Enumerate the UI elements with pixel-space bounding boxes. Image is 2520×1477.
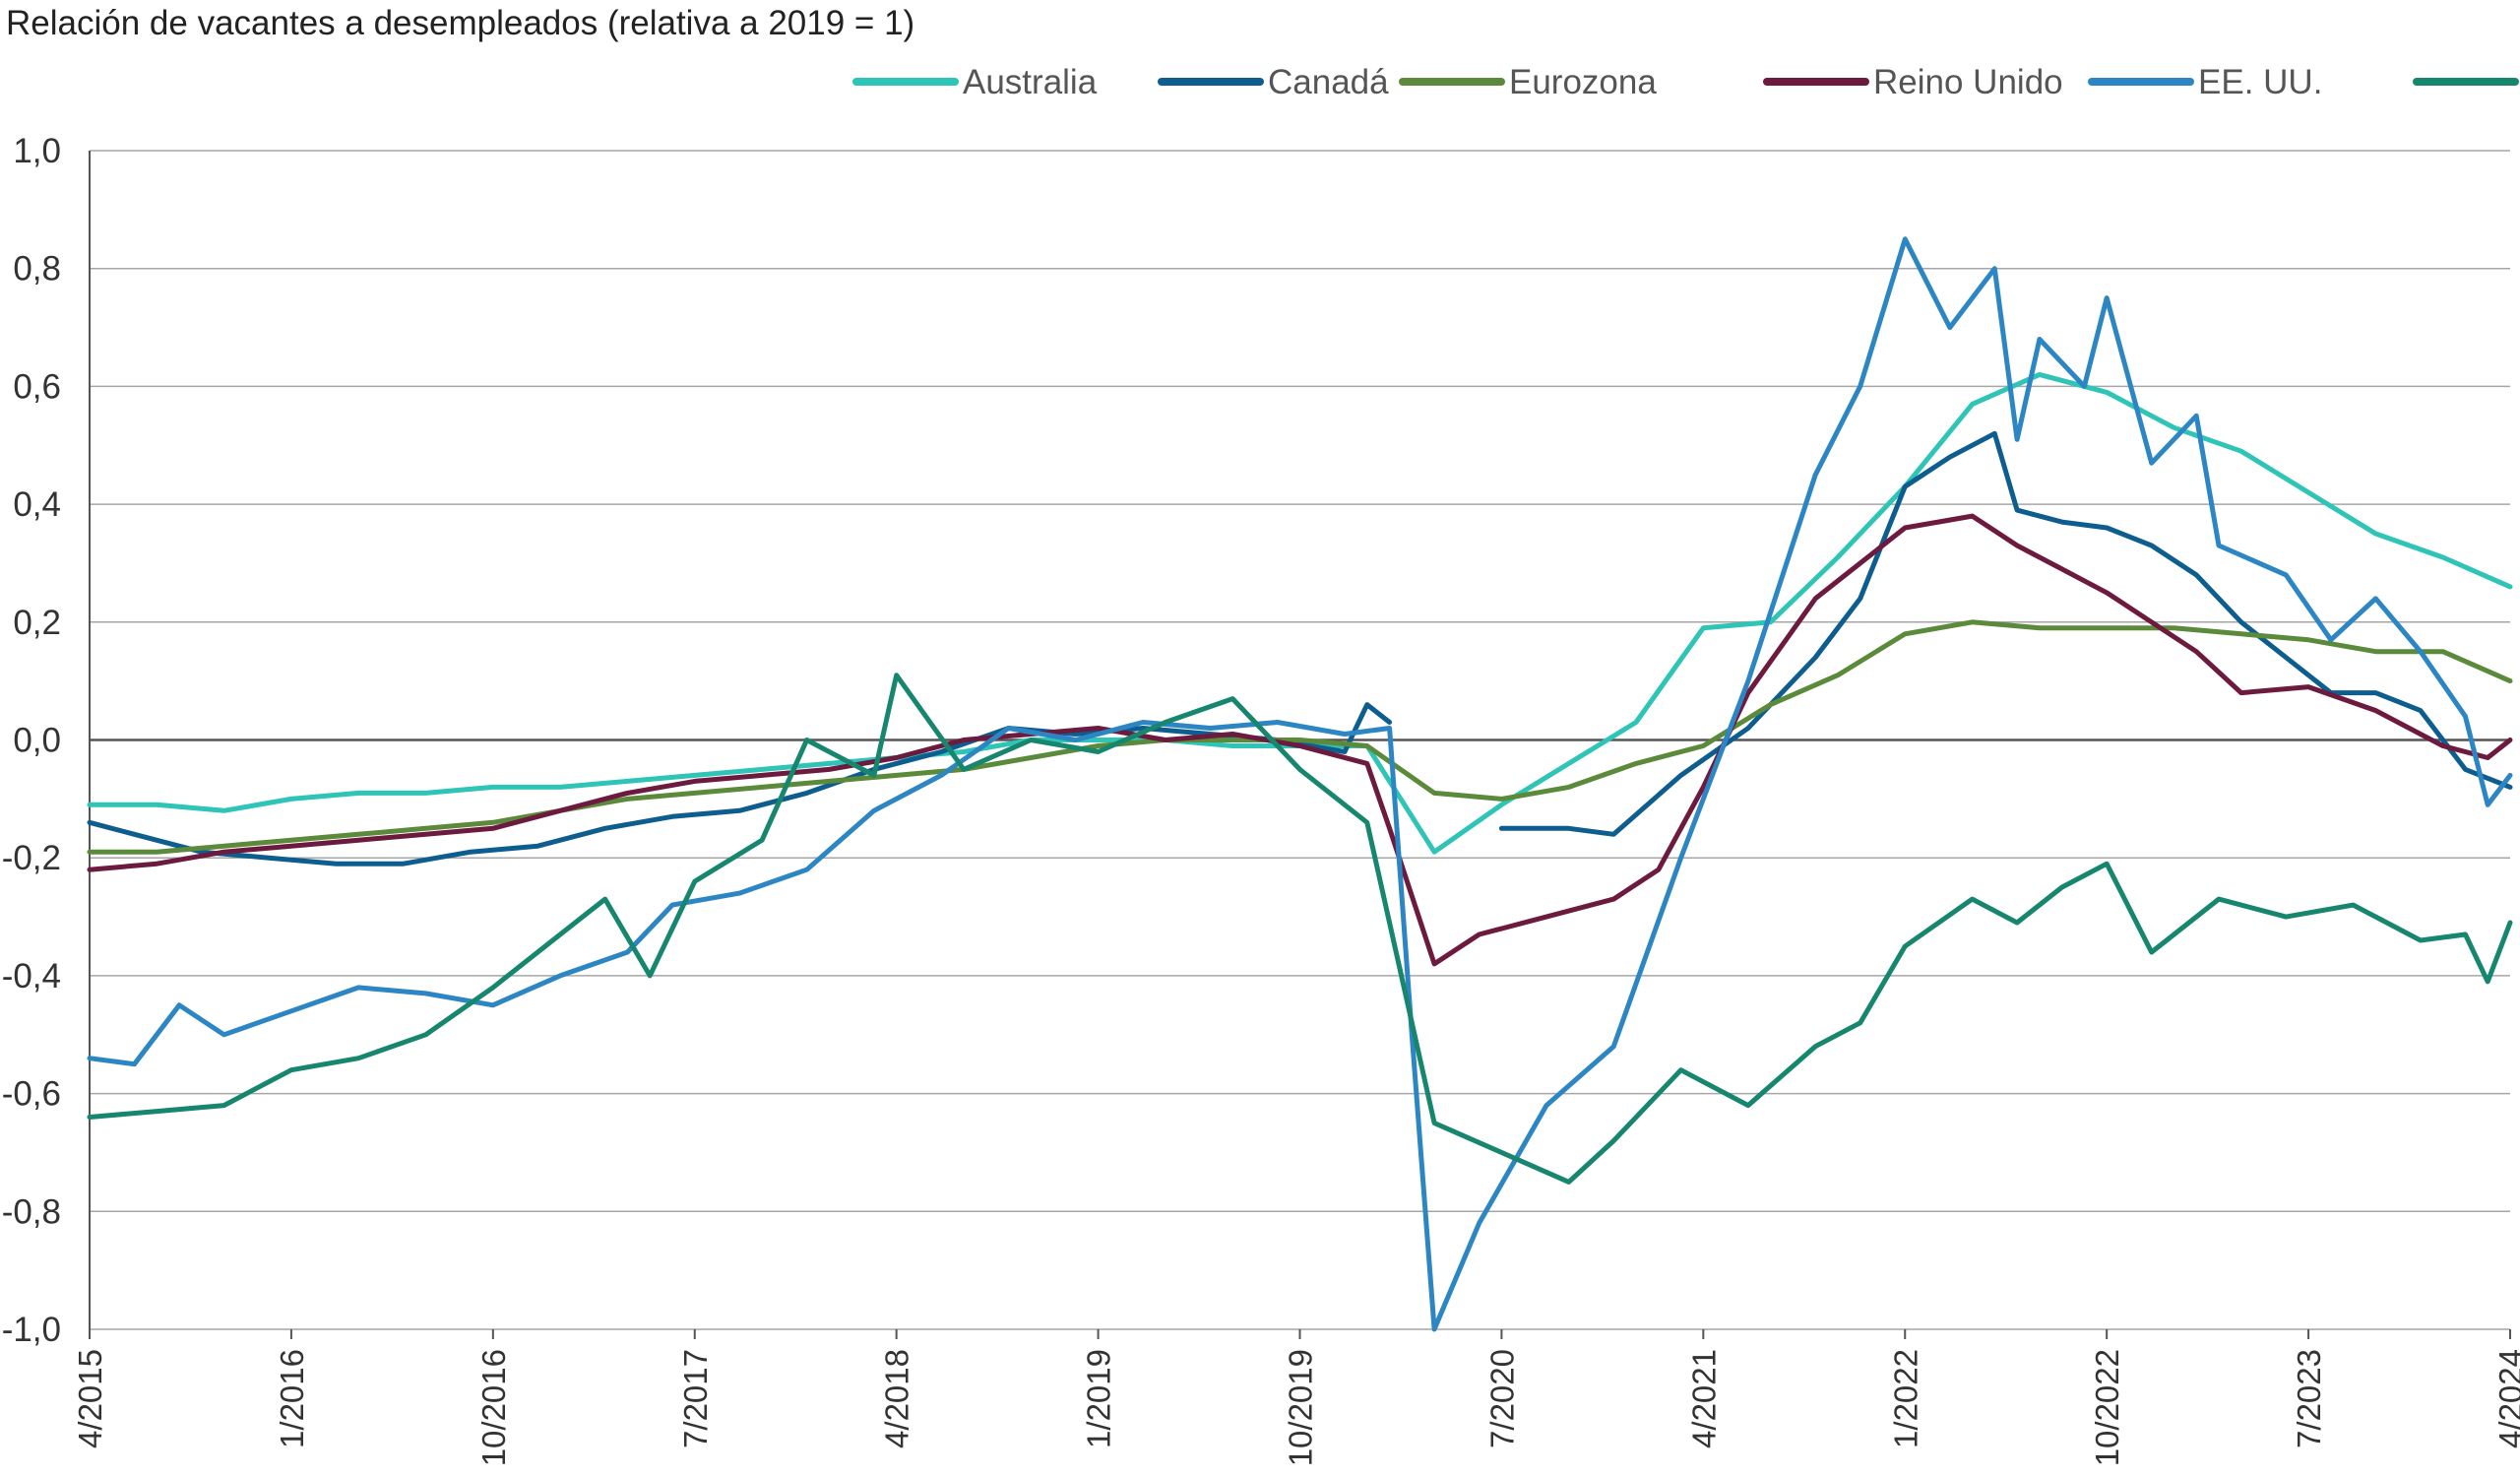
legend: Australia Canadá Eurozona Reino Unido EE. UU… bbox=[852, 63, 2519, 101]
series-line-reino-unido bbox=[87, 513, 2513, 967]
y-tick-label: -0,4 bbox=[2, 957, 61, 995]
x-tick-label: 4/2015 bbox=[72, 1349, 108, 1448]
y-tick-label: 0,0 bbox=[13, 722, 61, 760]
y-tick-label: -0,8 bbox=[2, 1192, 61, 1231]
x-tick-label: 10/2016 bbox=[475, 1349, 512, 1466]
y-tick-label: 0,2 bbox=[13, 604, 61, 642]
legend-label: EE. UU. bbox=[2198, 63, 2322, 101]
legend-label: Reino Unido bbox=[1873, 63, 2063, 101]
y-tick-label: -1,0 bbox=[2, 1311, 61, 1349]
y-tick-label: 0,4 bbox=[13, 485, 61, 524]
x-tick-label: 1/2019 bbox=[1081, 1349, 1117, 1448]
series-line-jap-n bbox=[87, 673, 2513, 1185]
x-tick-label: 7/2017 bbox=[677, 1349, 714, 1448]
x-tick-label: 1/2016 bbox=[274, 1349, 310, 1448]
series-line-eurozona bbox=[87, 619, 2513, 855]
chart-title: Relación de vacantes a desempleados (rel… bbox=[6, 4, 915, 42]
legend-label: Canadá bbox=[1268, 63, 1389, 101]
x-tick-label: 10/2019 bbox=[1283, 1349, 1319, 1466]
x-tick-label: 1/2022 bbox=[1887, 1349, 1923, 1448]
x-tick-label: 7/2020 bbox=[1483, 1349, 1520, 1448]
x-tick-label: 10/2022 bbox=[2089, 1349, 2125, 1466]
series-lines bbox=[87, 236, 2513, 1332]
x-tick-label: 4/2024 bbox=[2492, 1349, 2520, 1448]
legend-label: Australia bbox=[963, 63, 1098, 101]
y-tick-label: -0,6 bbox=[2, 1075, 61, 1114]
y-tick-label: 0,8 bbox=[13, 250, 61, 289]
y-tick-label: 0,6 bbox=[13, 367, 61, 406]
y-tick-label: -0,2 bbox=[2, 839, 61, 877]
y-tick-label: 1,0 bbox=[13, 132, 61, 170]
axes: 1,0 0,8 0,6 0,4 0,2 0,0 -0,2 -0,4 -0,6 -0,8 -1,0 4/… bbox=[2, 132, 2520, 1466]
series-line-canad- bbox=[1498, 430, 2513, 837]
x-tick-label: 4/2021 bbox=[1685, 1349, 1722, 1448]
x-tick-label: 4/2018 bbox=[879, 1349, 915, 1448]
x-tick-label: 7/2023 bbox=[2291, 1349, 2327, 1448]
legend-label: Eurozona bbox=[1509, 63, 1657, 101]
series-line-ee-uu- bbox=[87, 236, 2513, 1332]
